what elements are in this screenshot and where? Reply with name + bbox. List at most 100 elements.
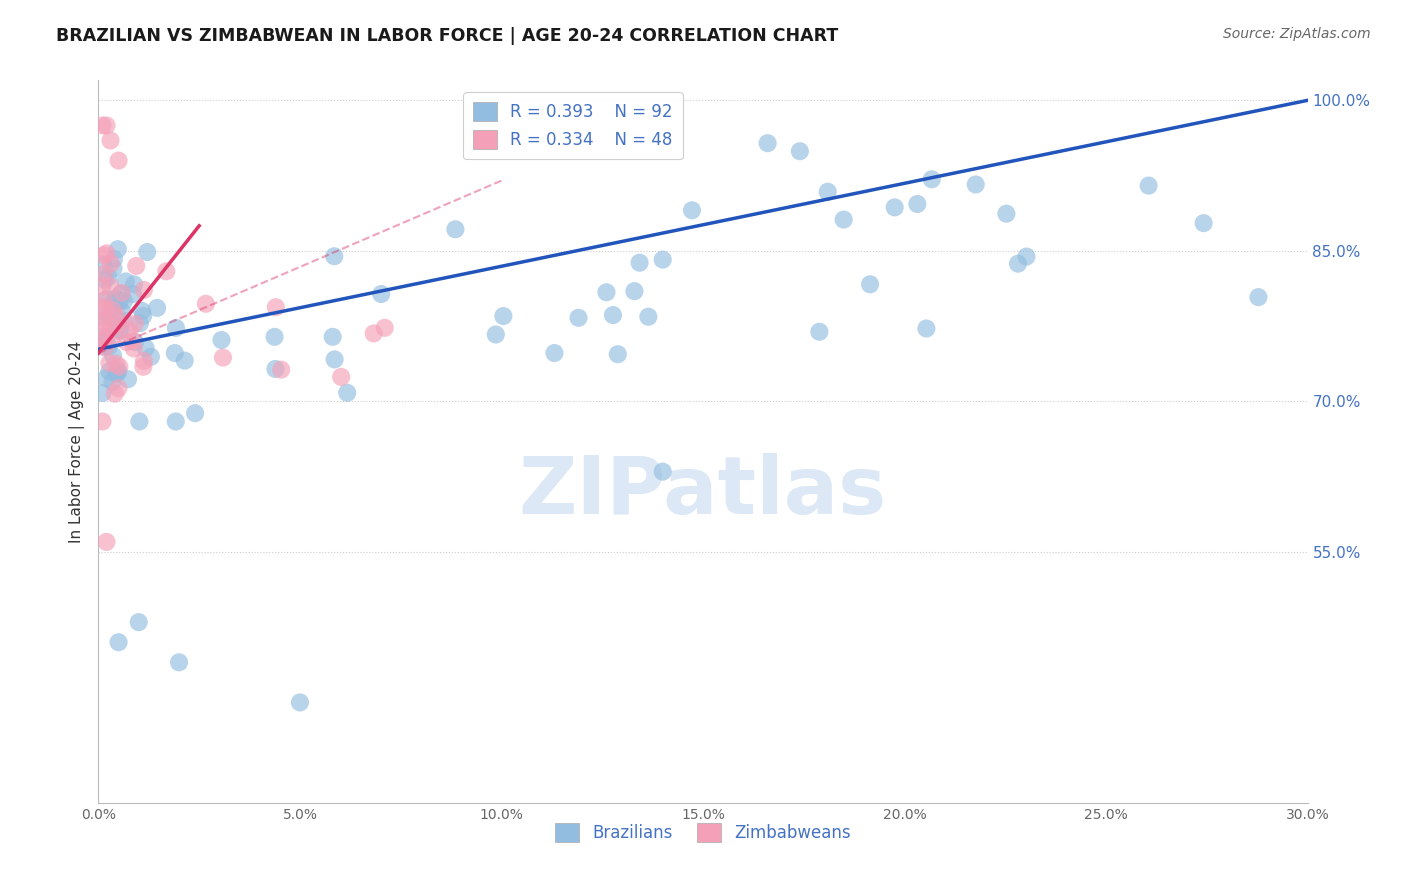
Point [96,246,118,260]
Point [94,331,117,345]
Point [167,655,190,669]
Point [323,249,346,263]
Point [96,534,118,549]
Point [104,386,127,401]
Point [132,359,155,374]
Point [915,321,938,335]
Point [104,357,127,371]
Point [100,319,122,334]
Point [112,293,135,308]
Point [905,197,928,211]
Point [98,279,121,293]
Text: ZIPatlas: ZIPatlas [519,453,887,531]
Point [336,385,359,400]
Point [485,327,508,342]
Point [121,334,143,348]
Point [263,330,285,344]
Point [100,311,122,326]
Point [165,321,187,335]
Point [103,296,125,310]
Point [118,323,141,337]
Point [681,203,703,218]
Point [117,372,139,386]
Point [108,324,131,338]
Point [184,406,207,420]
Point [96,119,118,133]
Point [832,212,855,227]
Point [211,333,233,347]
Point [606,347,628,361]
Point [110,286,132,301]
Point [91,310,114,325]
Point [97,269,120,284]
Point [105,291,128,305]
Point [595,285,617,300]
Point [91,318,114,333]
Point [91,315,114,329]
Point [270,362,292,376]
Legend: Brazilians, Zimbabweans: Brazilians, Zimbabweans [548,816,858,848]
Point [94,273,117,287]
Point [567,310,589,325]
Point [859,277,882,292]
Point [132,283,155,297]
Point [101,303,124,318]
Point [1007,257,1029,271]
Point [104,317,127,331]
Point [374,320,396,334]
Point [115,335,138,350]
Point [756,136,779,151]
Point [543,346,565,360]
Point [97,340,120,354]
Point [93,293,115,308]
Point [124,334,146,349]
Y-axis label: In Labor Force | Age 20-24: In Labor Force | Age 20-24 [69,341,86,542]
Point [1015,250,1038,264]
Point [107,294,129,309]
Point [370,287,392,301]
Point [107,242,129,256]
Point [921,172,943,186]
Point [107,381,129,395]
Point [100,133,122,147]
Point [965,178,987,192]
Point [444,222,467,236]
Point [492,309,515,323]
Point [98,356,121,370]
Point [105,367,128,381]
Point [264,300,287,314]
Point [132,309,155,323]
Point [98,364,121,378]
Point [131,304,153,318]
Point [128,316,150,330]
Point [91,258,114,272]
Point [91,301,114,315]
Point [637,310,659,324]
Point [155,264,177,278]
Point [107,363,129,377]
Point [163,346,186,360]
Point [110,323,132,337]
Point [122,277,145,292]
Point [125,259,148,273]
Point [1192,216,1215,230]
Point [108,293,131,308]
Text: Source: ZipAtlas.com: Source: ZipAtlas.com [1223,27,1371,41]
Point [111,285,134,300]
Point [91,119,114,133]
Point [107,366,129,380]
Point [107,153,129,168]
Point [883,200,905,214]
Point [91,340,114,354]
Point [264,362,287,376]
Point [789,145,811,159]
Point [602,308,624,322]
Point [107,318,129,332]
Point [108,359,131,374]
Point [194,297,217,311]
Point [330,370,353,384]
Point [323,352,346,367]
Point [817,185,839,199]
Point [91,334,114,348]
Point [136,245,159,260]
